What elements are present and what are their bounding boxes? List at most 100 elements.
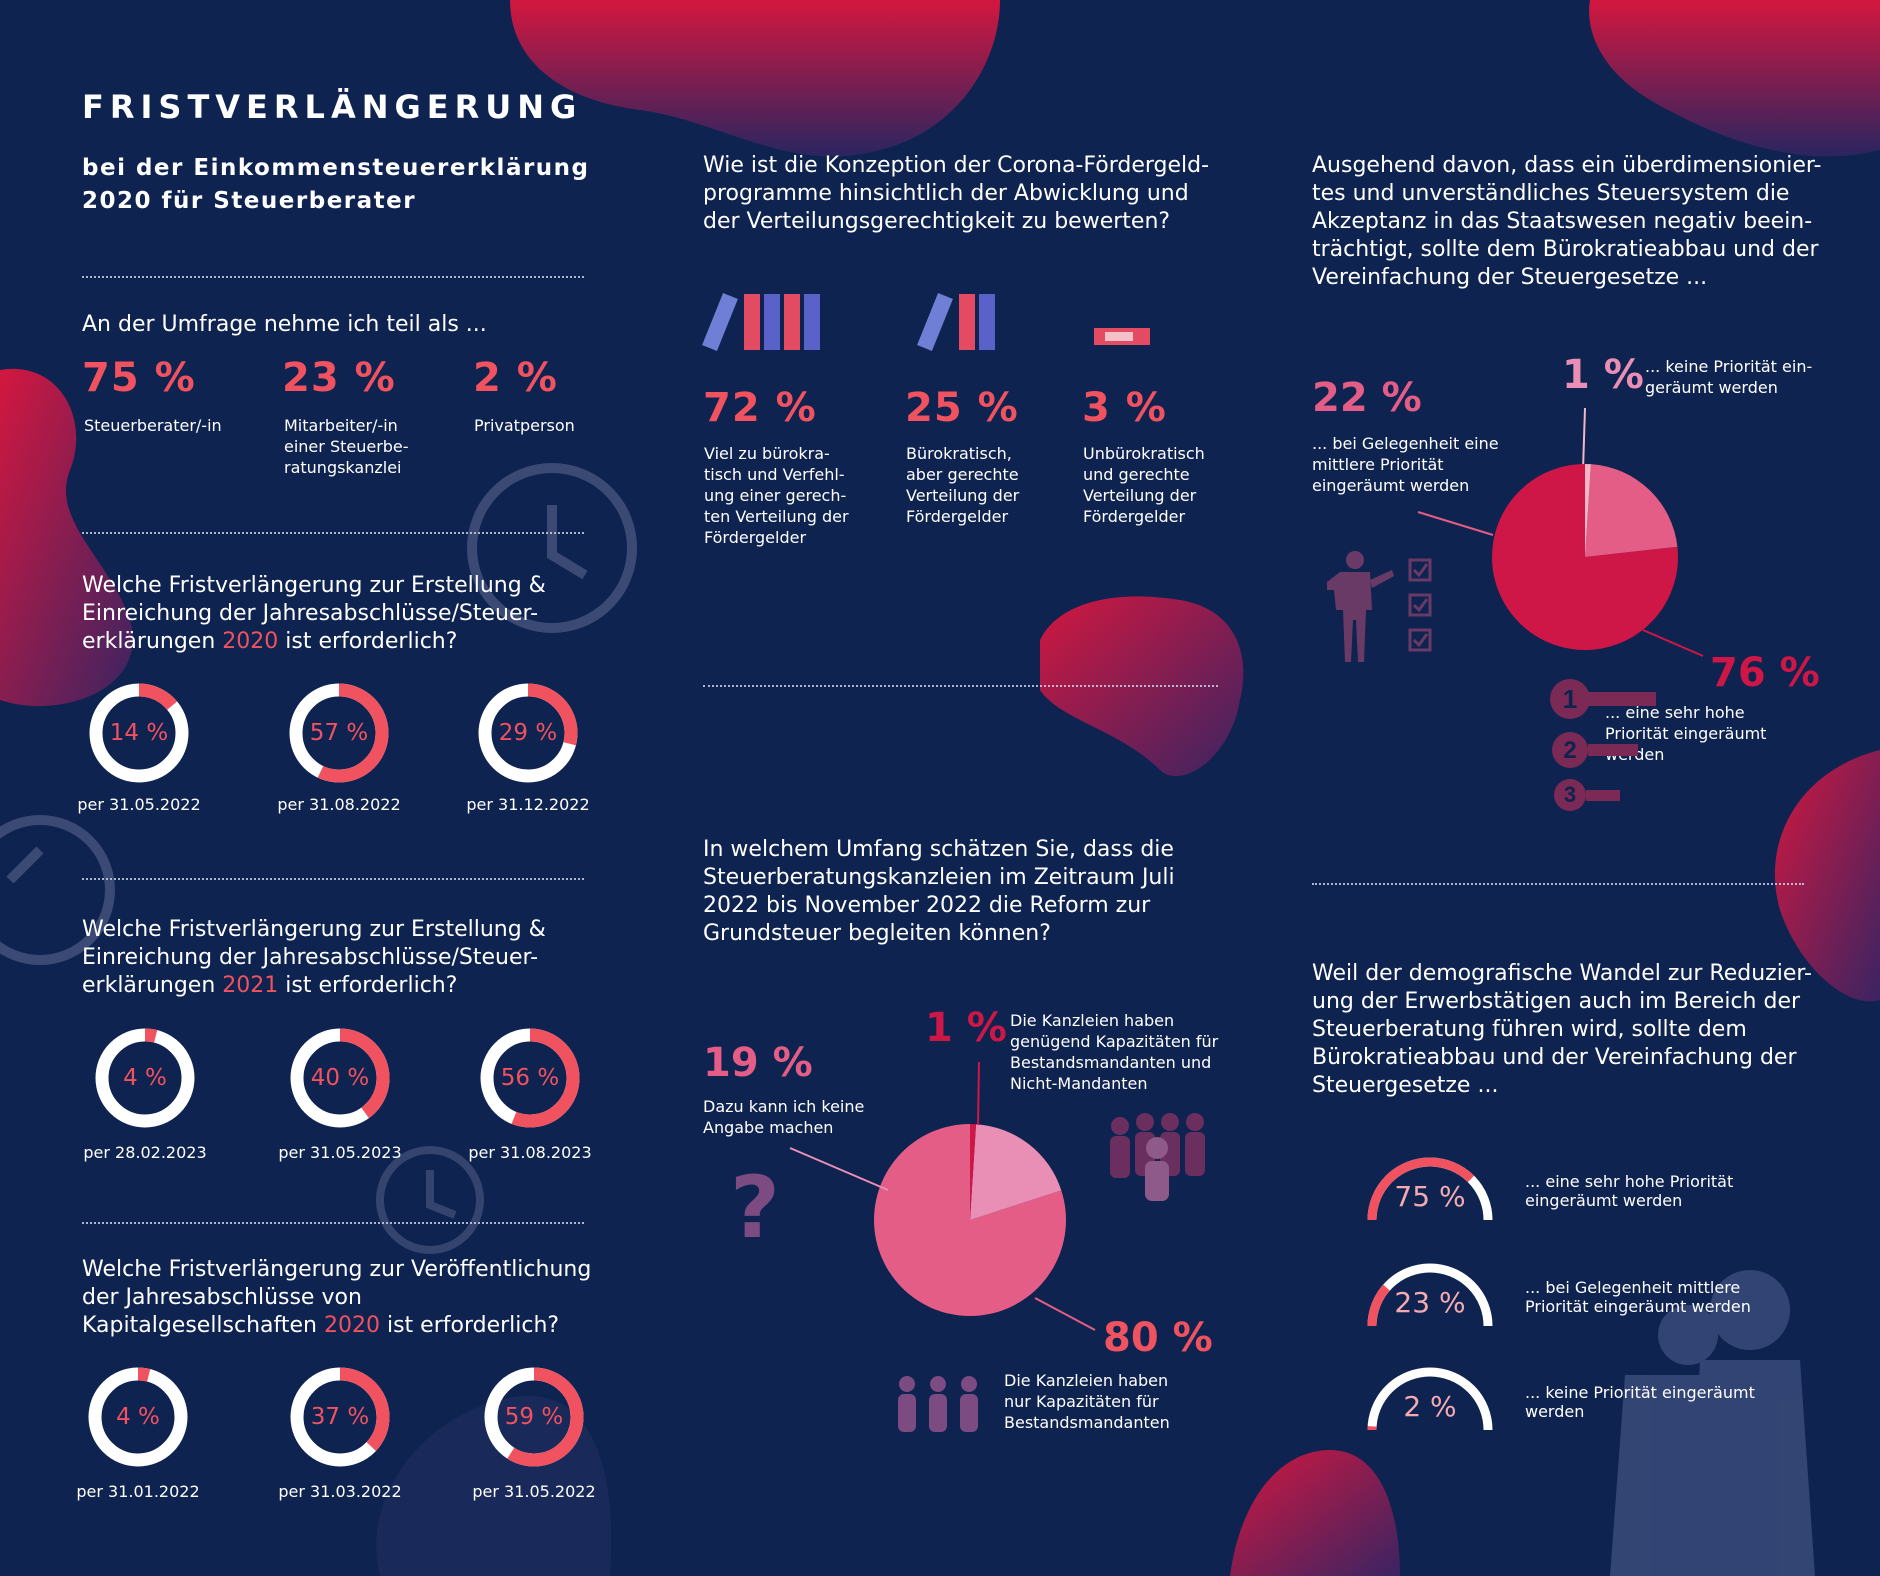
pie-value: 1 %: [1562, 352, 1644, 398]
donut-value-label: 4 %: [123, 1065, 167, 1091]
gauge: [1367, 1367, 1493, 1431]
presenter-checklist-icon: [1327, 551, 1432, 662]
pie-value: 19 %: [703, 1040, 813, 1086]
pie-slice: [970, 1124, 1062, 1220]
clock-icon: [376, 1146, 484, 1254]
donut-value-label: 59 %: [504, 1404, 564, 1430]
corona-label: Unbürokratisch und gerechte Verteilung d…: [1083, 444, 1205, 526]
donut-category-label: per 31.01.2022: [76, 1482, 200, 1501]
pie-slice: [1585, 464, 1678, 557]
donut-category-label: per 31.08.2022: [277, 795, 401, 814]
gauge-category-label: ... bei Gelegenheit mittlere Priorität e…: [1525, 1278, 1751, 1316]
buerokratie-pie: [1492, 464, 1678, 650]
pie-label: ... keine Priorität ein- geräumt werden: [1645, 357, 1813, 397]
donut-category-label: per 31.05.2022: [472, 1482, 596, 1501]
demografie-question: Weil der demografische Wandel zur Reduzi…: [1312, 961, 1812, 1098]
donut-arc: [289, 683, 389, 783]
blob-right: [1774, 750, 1880, 1002]
rank-number: 2: [1563, 737, 1576, 764]
blob-bottom-left: [376, 1395, 612, 1576]
participants-value: 2 %: [473, 355, 558, 401]
gauge-fill: [1367, 1284, 1390, 1327]
participants-label: Mitarbeiter/-in einer Steuerbe- ratungsk…: [284, 416, 409, 477]
donut-category-label: per 31.05.2022: [77, 795, 201, 814]
pie-label: Die Kanzleien haben nur Kapazitäten für …: [1004, 1371, 1170, 1432]
participants-value: 75 %: [82, 355, 196, 401]
donut-value-label: 56 %: [500, 1065, 560, 1091]
corona-question: Wie ist die Konzeption der Corona-Förder…: [703, 153, 1210, 234]
divider: [1312, 883, 1804, 885]
donut-category-label: per 31.05.2023: [278, 1143, 402, 1162]
gauge-fill: [1367, 1157, 1475, 1221]
pie-label: ... eine sehr hohe Priorität eingeräumt …: [1605, 703, 1767, 764]
pie-slice: [970, 1124, 977, 1220]
participants-label: Steuerberater/-in: [84, 416, 222, 435]
pie-label: Die Kanzleien haben genügend Kapazitäten…: [1010, 1011, 1219, 1093]
gauge-track: [1367, 1367, 1493, 1431]
corona-label: Bürokratisch, aber gerechte Verteilung d…: [906, 444, 1020, 526]
ranking-icon: 1 2 3: [1550, 679, 1656, 811]
corona-value: 25 %: [905, 385, 1019, 431]
page-title: FRISTVERLÄNGERUNG: [82, 88, 583, 126]
gauge-value-label: 75 %: [1394, 1180, 1466, 1213]
pie-value: 22 %: [1312, 375, 1422, 421]
deadline-publication-question: Welche Fristverlängerung zur Veröffentli…: [82, 1257, 592, 1338]
donut-ring: [95, 1028, 195, 1128]
blob-bottom: [1230, 1450, 1400, 1576]
donut-value-label: 29 %: [498, 720, 558, 746]
gauge: [1367, 1157, 1493, 1221]
crowd-icon: [1110, 1113, 1205, 1201]
donut-value-label: 14 %: [109, 720, 169, 746]
donut-arc: [89, 683, 189, 783]
donut-ring: [478, 683, 578, 783]
donut-ring: [290, 1367, 390, 1467]
gauge: [1367, 1263, 1493, 1327]
donut-arc: [88, 1367, 188, 1467]
gauge-category-label: ... eine sehr hohe Priorität eingeräumt …: [1525, 1172, 1734, 1210]
page-subtitle: bei der Einkommensteuererklärung 2020 fü…: [82, 155, 590, 214]
donut-ring: [480, 1028, 580, 1128]
gauge-category-label: ... keine Priorität eingeräumt werden: [1525, 1383, 1755, 1421]
donut-arc: [290, 1367, 390, 1467]
elderly-couple-icon: [1610, 1270, 1815, 1576]
donut-arc: [290, 1028, 390, 1128]
pie-slice: [1585, 464, 1591, 557]
blob-top-right: [1589, 0, 1880, 157]
donut-category-label: per 31.03.2022: [278, 1482, 402, 1501]
binder-icon: [1094, 328, 1150, 345]
corona-value: 3 %: [1082, 385, 1167, 431]
donut-arc: [478, 683, 578, 783]
grundsteuer-pie: [874, 1124, 1066, 1316]
donut-arc: [484, 1367, 584, 1467]
donut-ring: [88, 1367, 188, 1467]
blob-top: [510, 0, 1000, 157]
pie-value: 76 %: [1710, 650, 1820, 696]
divider: [82, 532, 584, 534]
question-mark-icon: ?: [730, 1158, 780, 1258]
rank-number: 3: [1564, 782, 1576, 807]
buerokratie-question: Ausgehend davon, dass ein überdimensioni…: [1312, 153, 1822, 290]
donut-ring: [484, 1367, 584, 1467]
clock-icon: [467, 463, 637, 633]
gauge-value-label: 23 %: [1394, 1286, 1466, 1319]
rank-number: 1: [1563, 684, 1577, 714]
divider: [82, 878, 584, 880]
binder-icon: [917, 293, 995, 351]
corona-value: 72 %: [703, 385, 817, 431]
divider: [703, 685, 1218, 687]
pie-value: 1 %: [925, 1005, 1007, 1051]
pie-label: Dazu kann ich keine Angabe machen: [703, 1097, 865, 1137]
donut-value-label: 37 %: [310, 1404, 370, 1430]
donut-category-label: per 28.02.2023: [83, 1143, 207, 1162]
grundsteuer-question: In welchem Umfang schätzen Sie, dass die…: [703, 837, 1175, 946]
participants-label: Privatperson: [474, 416, 575, 435]
donut-ring: [289, 683, 389, 783]
deadline-2020-question: Welche Fristverlängerung zur Erstellung …: [82, 573, 546, 654]
clock-icon: [0, 815, 115, 965]
participants-question: An der Umfrage nehme ich teil als ...: [82, 312, 487, 337]
binder-icon: [702, 293, 820, 351]
donut-arc: [480, 1028, 580, 1128]
donut-value-label: 4 %: [116, 1404, 160, 1430]
donut-ring: [290, 1028, 390, 1128]
